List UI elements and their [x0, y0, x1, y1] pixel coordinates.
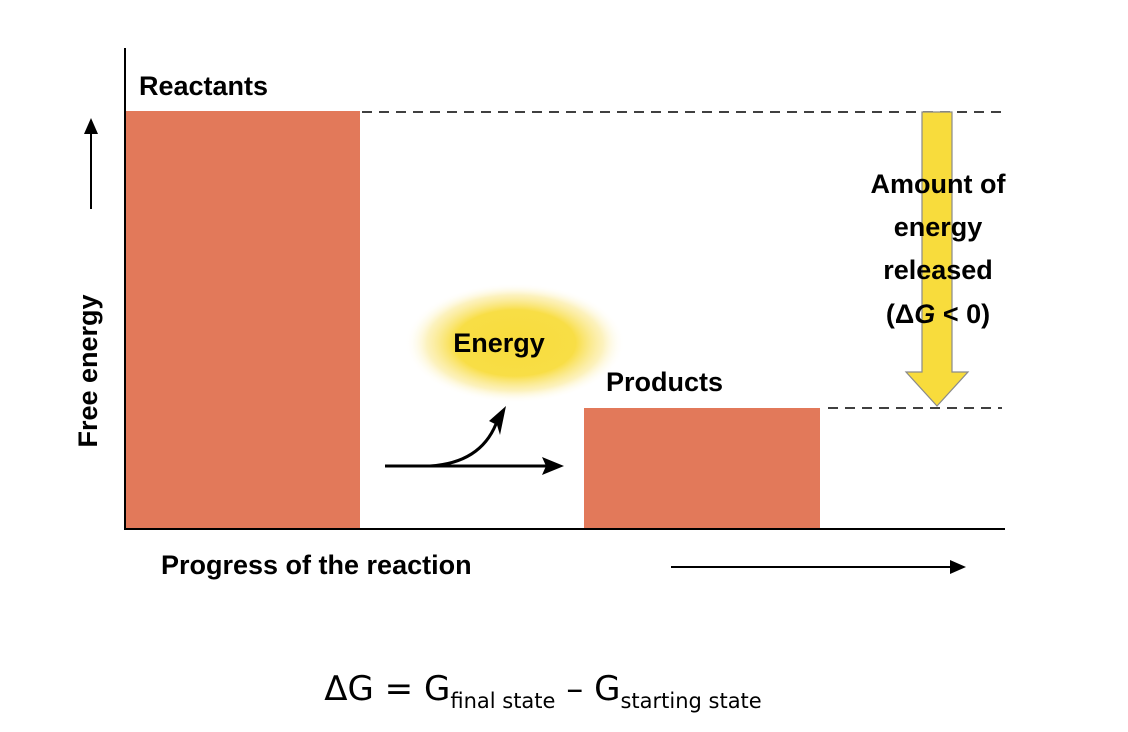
energy-released-arrow	[904, 111, 970, 407]
products-bar	[584, 408, 820, 529]
energy-glow	[405, 283, 625, 403]
products-label: Products	[606, 367, 723, 397]
released-label-line2: energy	[894, 212, 983, 242]
released-label-line4: (ΔG < 0)	[886, 299, 990, 329]
x-axis-label: Progress of the reaction	[161, 550, 472, 580]
reaction-arrowhead	[542, 457, 564, 475]
energy-release-arrowhead	[489, 406, 506, 435]
reactants-bar	[126, 111, 360, 529]
reactants-label: Reactants	[139, 71, 268, 101]
energy-release-curve	[429, 423, 498, 468]
released-label-line1: Amount of	[871, 169, 1007, 199]
released-label-line3: released	[883, 255, 993, 285]
delta-g-equation: ΔG = Gfinal state – Gstarting state	[324, 669, 761, 713]
y-direction-arrowhead	[84, 118, 98, 134]
energy-label: Energy	[453, 328, 545, 358]
x-direction-arrowhead	[950, 560, 966, 574]
y-axis-label: Free energy	[73, 294, 103, 447]
